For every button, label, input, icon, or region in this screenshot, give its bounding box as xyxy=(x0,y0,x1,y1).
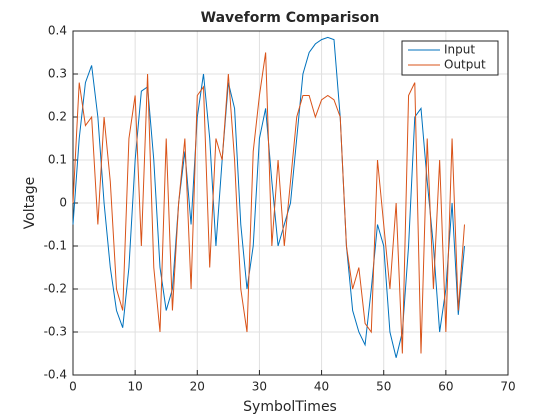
x-axis-label: SymbolTimes xyxy=(243,399,337,415)
x-tick-label: 60 xyxy=(438,380,453,394)
x-tick-label: 0 xyxy=(69,380,77,394)
y-tick-label: -0.1 xyxy=(44,239,67,253)
x-tick-label: 30 xyxy=(252,380,267,394)
x-tick-label: 10 xyxy=(128,380,143,394)
x-tick-label: 50 xyxy=(376,380,391,394)
y-tick-label: 0.2 xyxy=(48,110,67,124)
chart-title: Waveform Comparison xyxy=(201,10,380,26)
y-tick-label: 0.1 xyxy=(48,153,67,167)
legend-label: Output xyxy=(444,58,486,72)
y-tick-label: -0.3 xyxy=(44,325,67,339)
y-axis-label: Voltage xyxy=(22,177,38,230)
y-tick-label: 0 xyxy=(59,196,67,210)
x-tick-label: 70 xyxy=(500,380,515,394)
y-tick-label: -0.4 xyxy=(44,368,67,382)
legend-box xyxy=(401,40,499,76)
legend-label: Input xyxy=(444,43,475,57)
x-tick-label: 20 xyxy=(190,380,205,394)
y-tick-label: 0.4 xyxy=(48,24,67,38)
line-series xyxy=(72,52,465,354)
y-tick-label: 0.3 xyxy=(48,67,67,81)
y-tick-label: -0.2 xyxy=(44,282,67,296)
x-tick-label: 40 xyxy=(314,380,329,394)
